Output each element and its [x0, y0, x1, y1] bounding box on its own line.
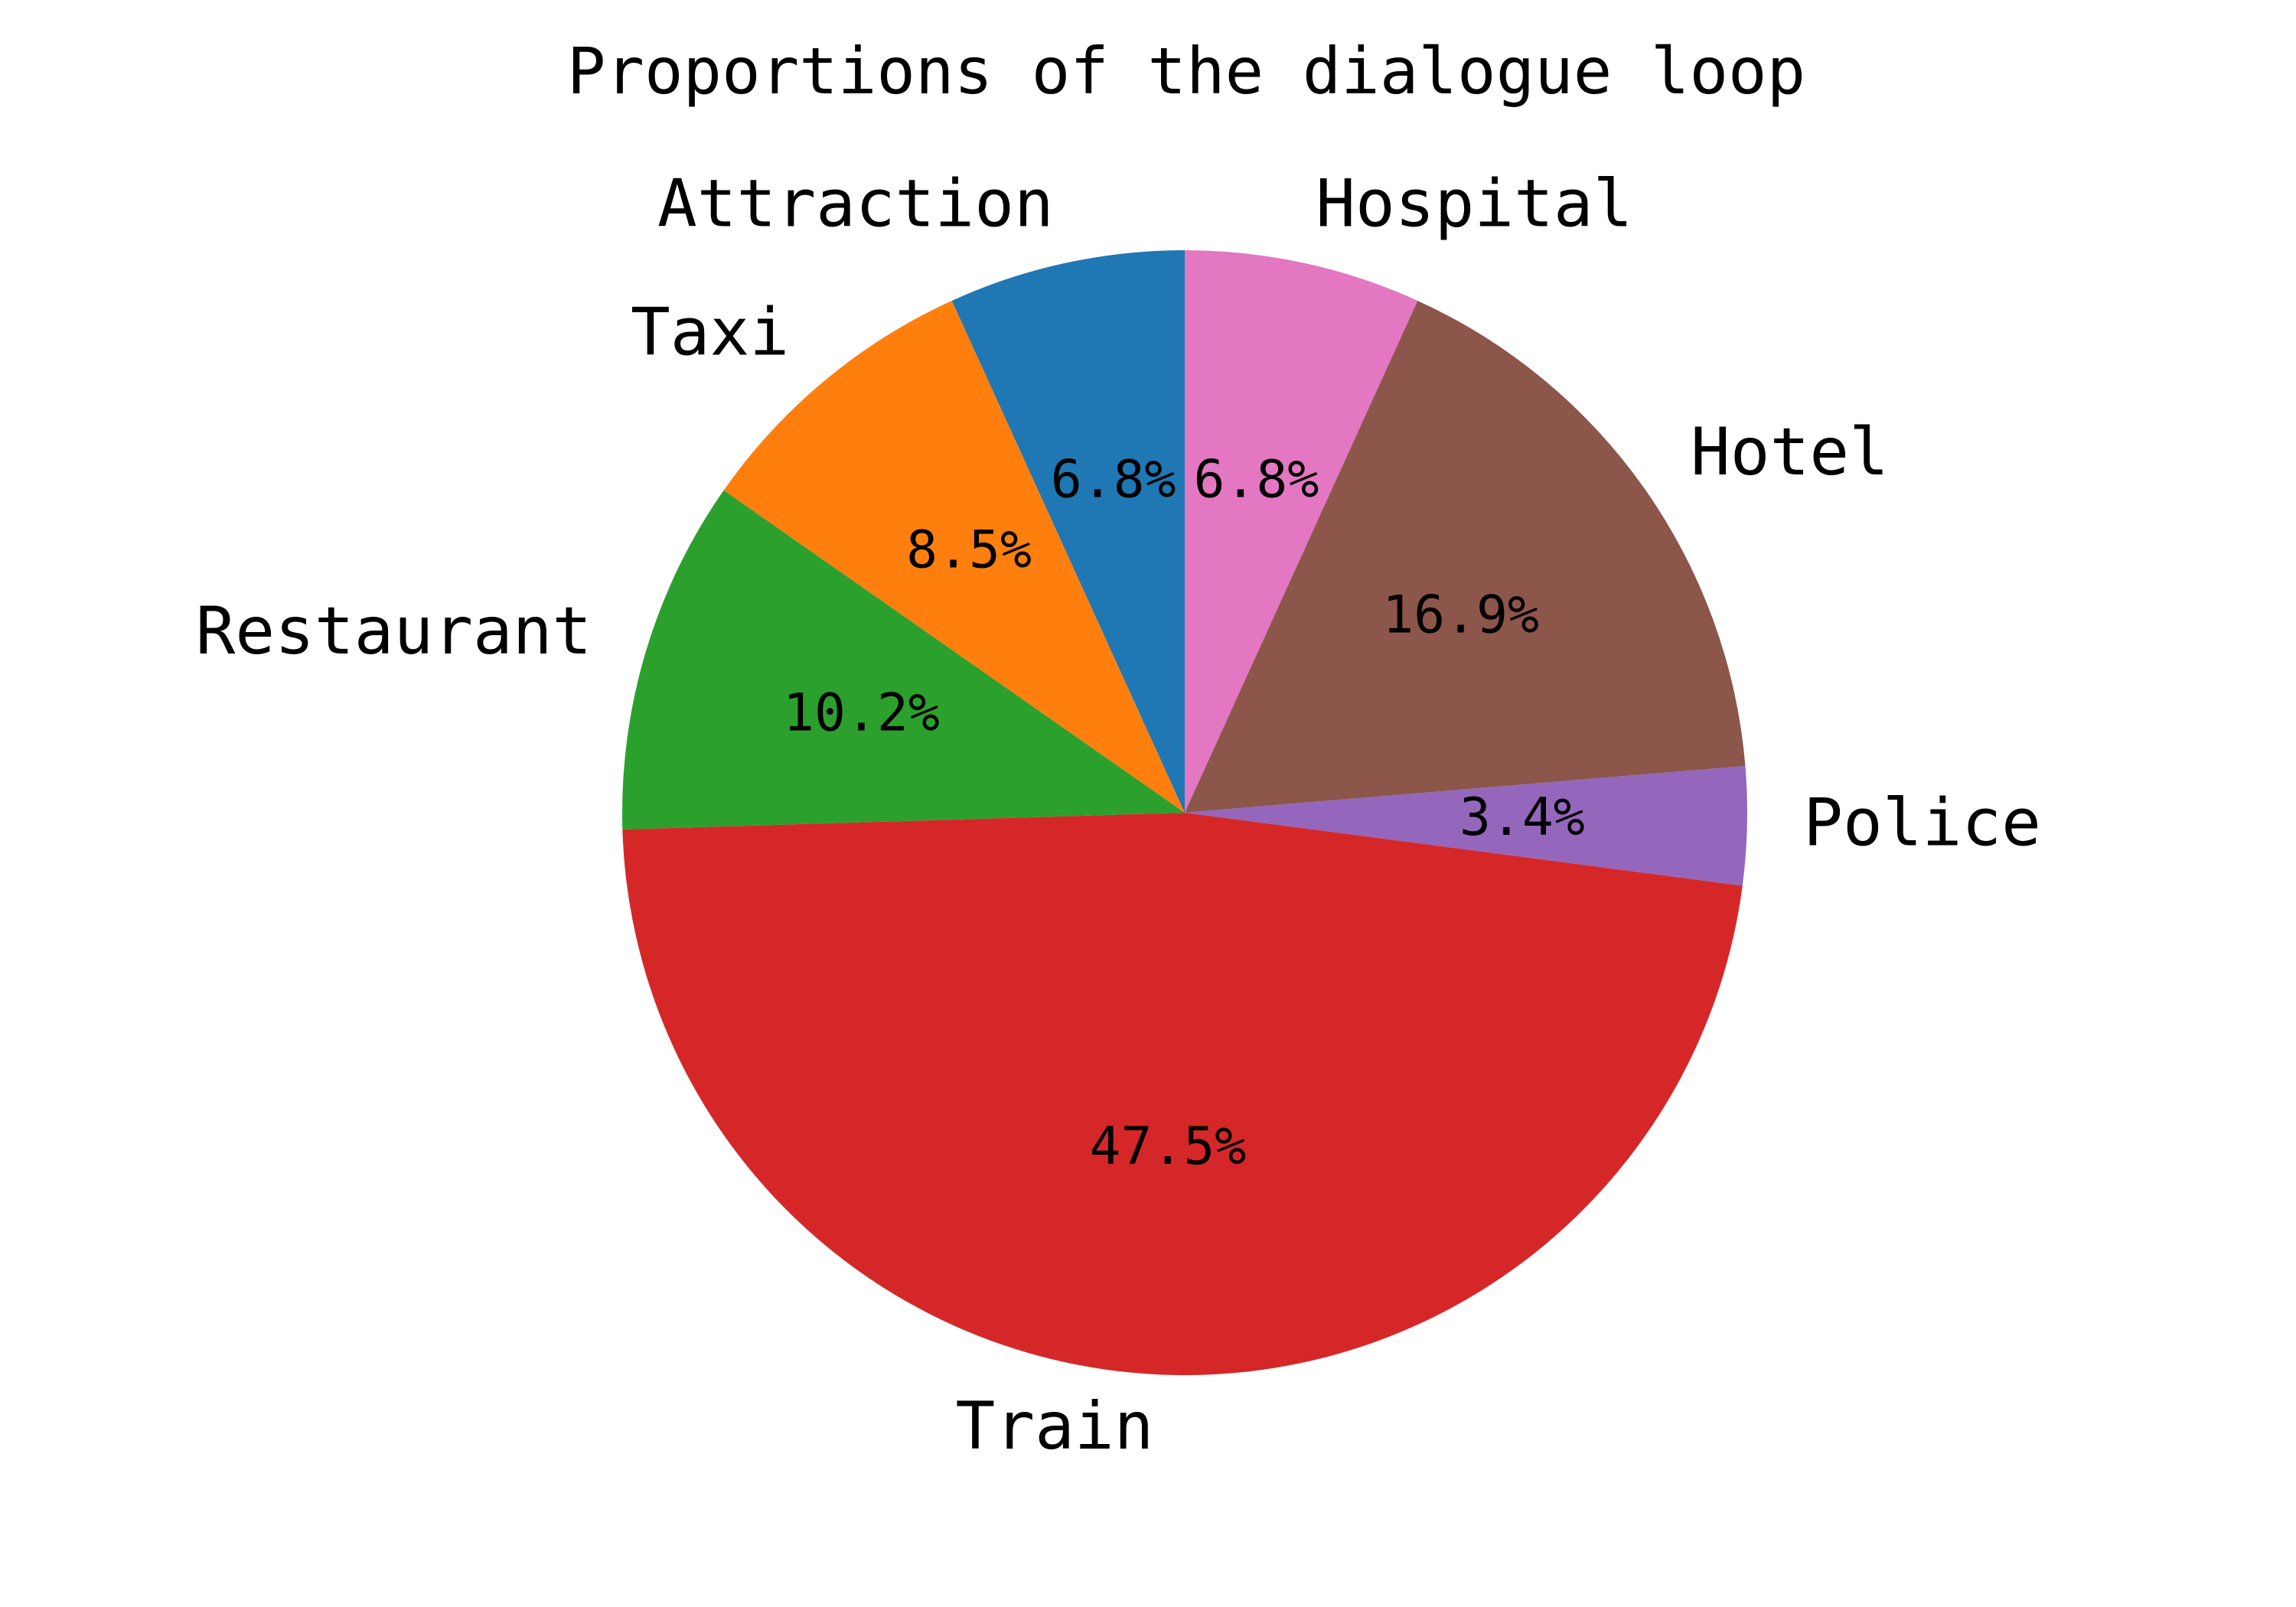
- slice-percent-hotel: 16.9%: [1382, 585, 1539, 646]
- slice-label-taxi: Taxi: [631, 295, 789, 371]
- slice-label-restaurant: Restaurant: [196, 593, 592, 670]
- pie-labels: Hospital 6.8% Hotel 16.9% Police 3.4% Train 47.…: [196, 165, 2041, 1465]
- pie-slice-hospital: [1185, 250, 1418, 813]
- pie-slice-attraction: [951, 250, 1185, 813]
- pie-slice-taxi: [723, 300, 1185, 813]
- slice-percent-train: 47.5%: [1090, 1116, 1247, 1177]
- chart-title: Proportions of the dialogue loop: [567, 34, 1805, 109]
- slice-percent-restaurant: 10.2%: [783, 683, 940, 743]
- slice-label-hospital: Hospital: [1316, 165, 1632, 242]
- slice-percent-attraction: 6.8%: [1051, 450, 1176, 510]
- pie-slice-hotel: [1185, 300, 1746, 813]
- slice-label-police: Police: [1803, 784, 2041, 861]
- slice-label-attraction: Attraction: [657, 165, 1054, 242]
- pie-slices: [621, 250, 1748, 1376]
- slice-percent-police: 3.4%: [1459, 787, 1585, 848]
- pie-slice-train: [622, 813, 1743, 1376]
- pie-slice-restaurant: [621, 490, 1185, 830]
- slice-label-hotel: Hotel: [1691, 414, 1889, 491]
- pie-slice-police: [1185, 765, 1748, 886]
- slice-label-train: Train: [956, 1388, 1154, 1465]
- slice-percent-hospital: 6.8%: [1194, 450, 1319, 510]
- slice-percent-taxi: 8.5%: [906, 520, 1032, 580]
